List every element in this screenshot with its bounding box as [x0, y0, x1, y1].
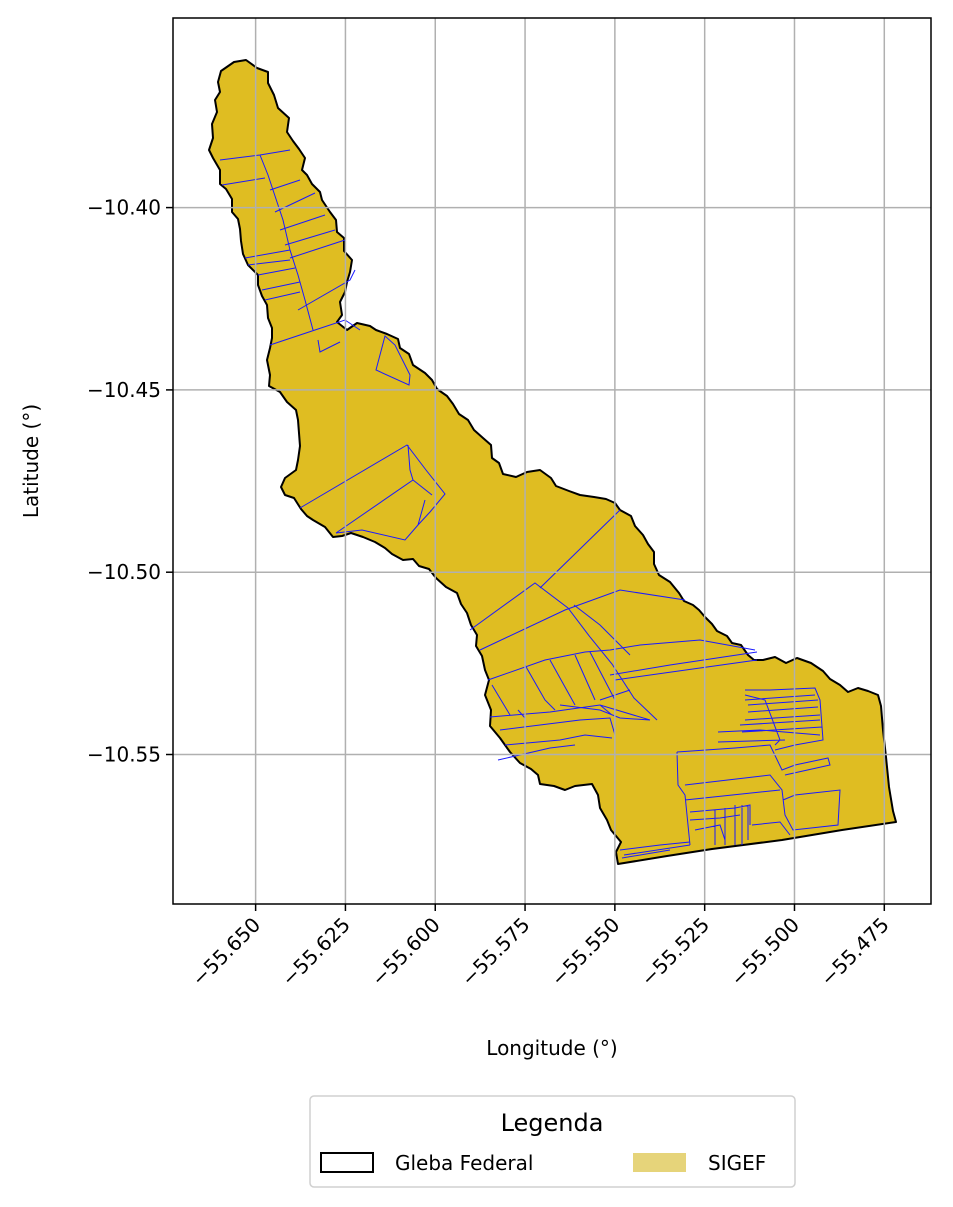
- x-tick-label: −55.575: [456, 913, 534, 991]
- legend-title: Legenda: [501, 1109, 604, 1137]
- y-tick-label: −10.40: [87, 196, 161, 220]
- legend-swatch-sigef: [633, 1153, 686, 1172]
- sigef-parcel-lines-north: [219, 149, 361, 353]
- grid-lines: [173, 18, 931, 904]
- sigef-parcels: [219, 149, 841, 859]
- plot-frame: [172, 17, 932, 905]
- legend-swatch-gleba-federal: [320, 1152, 374, 1173]
- y-tick-label: −10.55: [87, 743, 161, 767]
- x-axis-ticks: −55.650 −55.625 −55.600 −55.575 −55.550 −55.5…: [187, 904, 894, 991]
- y-tick-label: −10.45: [87, 378, 161, 402]
- x-tick-label: −55.650: [187, 913, 265, 991]
- gleba-federal-polygon: [208, 59, 897, 865]
- sigef-parcel-lines-south: [469, 509, 841, 859]
- x-tick-label: −55.550: [546, 913, 624, 991]
- sigef-parcel-lines-mid: [299, 335, 446, 541]
- x-axis-label: Longitude (°): [486, 1036, 617, 1060]
- x-tick-label: −55.600: [366, 913, 444, 991]
- plot-area: [172, 17, 932, 905]
- x-tick-label: −55.475: [816, 913, 894, 991]
- x-tick-label: −55.625: [277, 913, 355, 991]
- y-tick-label: −10.50: [87, 560, 161, 584]
- legend-label-sigef: SIGEF: [708, 1151, 766, 1175]
- y-axis-ticks: −10.40 −10.45 −10.50 −10.55: [87, 196, 173, 767]
- legend: Legenda Gleba Federal SIGEF: [309, 1095, 796, 1188]
- x-tick-label: −55.525: [636, 913, 714, 991]
- y-axis-label: Latitude (°): [19, 404, 43, 518]
- legend-label-gleba-federal: Gleba Federal: [395, 1151, 533, 1175]
- x-tick-label: −55.500: [726, 913, 804, 991]
